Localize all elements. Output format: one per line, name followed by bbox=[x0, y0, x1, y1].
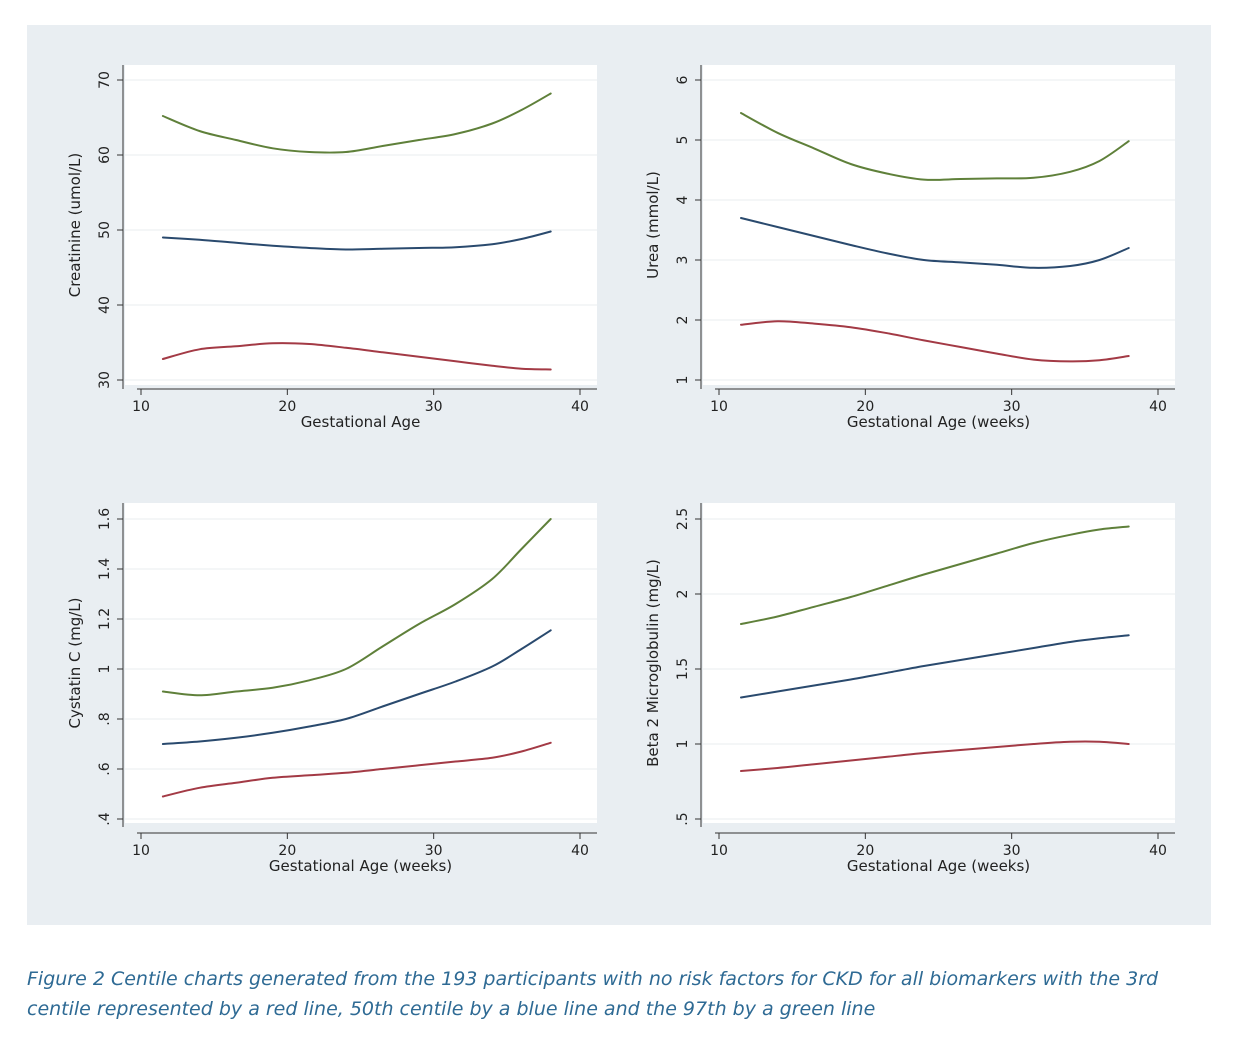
y-axis-title: Cystatin C (mg/L) bbox=[66, 597, 84, 728]
y-tick-label: 50 bbox=[97, 221, 113, 239]
y-tick-label: .4 bbox=[97, 812, 113, 825]
series-line-red bbox=[740, 740, 1130, 772]
y-tick-label: 1.5 bbox=[675, 658, 691, 680]
series-line-red bbox=[161, 342, 552, 371]
x-axis-title: Gestational Age (weeks) bbox=[847, 413, 1030, 431]
chart-1: 30 40 50 60 70 10 20 30 40 Gestational Age Creatin… bbox=[66, 65, 597, 431]
x-tick-label: 10 bbox=[710, 399, 728, 415]
x-tick-label: 30 bbox=[425, 399, 443, 415]
y-tick-label: 6 bbox=[675, 75, 691, 84]
x-tick-label: 40 bbox=[1149, 843, 1167, 859]
plot-area bbox=[125, 503, 597, 823]
y-axis-title: Urea (mmol/L) bbox=[644, 171, 662, 279]
y-tick-label: 1 bbox=[675, 376, 691, 385]
series-line-blue bbox=[740, 634, 1130, 699]
series-line-green bbox=[740, 112, 1130, 181]
series-line-blue bbox=[740, 217, 1130, 269]
y-tick-label: 70 bbox=[97, 71, 113, 89]
series-line-blue bbox=[161, 629, 552, 745]
series-line-green bbox=[161, 518, 552, 697]
y-tick-label: 4 bbox=[675, 195, 691, 204]
x-tick-label: 20 bbox=[856, 843, 874, 859]
series-line-green bbox=[161, 92, 552, 154]
figure-caption: Figure 2 Centile charts generated from t… bbox=[27, 968, 1159, 1020]
x-tick-label: 10 bbox=[132, 843, 150, 859]
x-tick-label: 10 bbox=[132, 399, 150, 415]
series-line-blue bbox=[161, 230, 552, 251]
x-axis-title: Gestational Age (weeks) bbox=[847, 857, 1030, 875]
y-tick-label: .6 bbox=[97, 762, 113, 775]
x-axis-title: Gestational Age (weeks) bbox=[269, 857, 452, 875]
series-line-red bbox=[740, 320, 1130, 363]
x-tick-label: 30 bbox=[1003, 843, 1021, 859]
x-tick-label: 20 bbox=[856, 399, 874, 415]
x-tick-label: 40 bbox=[571, 399, 589, 415]
x-tick-label: 40 bbox=[1149, 399, 1167, 415]
chart-2: 1 2 3 4 5 6 10 20 30 40 Gestational Age (weeks) Ure… bbox=[644, 65, 1175, 431]
y-tick-label: 1.2 bbox=[97, 608, 113, 630]
x-axis-title: Gestational Age bbox=[301, 413, 421, 431]
y-tick-label: 1 bbox=[675, 740, 691, 749]
y-tick-label: 2 bbox=[675, 316, 691, 325]
plot-area bbox=[125, 65, 597, 385]
x-tick-label: 40 bbox=[571, 843, 589, 859]
chart-3: .4 .6 .8 1 1.2 1.4 1.6 10 20 30 40 Gestational Age … bbox=[66, 503, 597, 875]
y-tick-label: .8 bbox=[97, 712, 113, 725]
x-tick-label: 20 bbox=[278, 843, 296, 859]
y-tick-label: 2.5 bbox=[675, 508, 691, 530]
y-tick-label: 1 bbox=[97, 665, 113, 674]
y-tick-label: 1.6 bbox=[97, 508, 113, 530]
series-line-green bbox=[740, 525, 1130, 625]
series-line-red bbox=[161, 741, 552, 798]
y-tick-label: 2 bbox=[675, 590, 691, 599]
y-tick-label: 60 bbox=[97, 146, 113, 164]
y-axis-title: Beta 2 Microglobulin (mg/L) bbox=[644, 559, 662, 767]
x-tick-label: 30 bbox=[1003, 399, 1021, 415]
y-tick-label: 30 bbox=[97, 371, 113, 389]
y-tick-label: 5 bbox=[675, 136, 691, 145]
y-tick-label: .5 bbox=[675, 812, 691, 825]
y-axis-title: Creatinine (umol/L) bbox=[66, 153, 84, 298]
x-tick-label: 10 bbox=[710, 843, 728, 859]
y-tick-label: 3 bbox=[675, 256, 691, 265]
y-tick-label: 1.4 bbox=[97, 558, 113, 580]
x-tick-label: 30 bbox=[425, 843, 443, 859]
y-tick-label: 40 bbox=[97, 296, 113, 314]
chart-4: .5 1 1.5 2 2.5 10 20 30 40 Gestational Age (weeks… bbox=[644, 503, 1175, 875]
x-tick-label: 20 bbox=[278, 399, 296, 415]
plot-area bbox=[703, 65, 1175, 385]
